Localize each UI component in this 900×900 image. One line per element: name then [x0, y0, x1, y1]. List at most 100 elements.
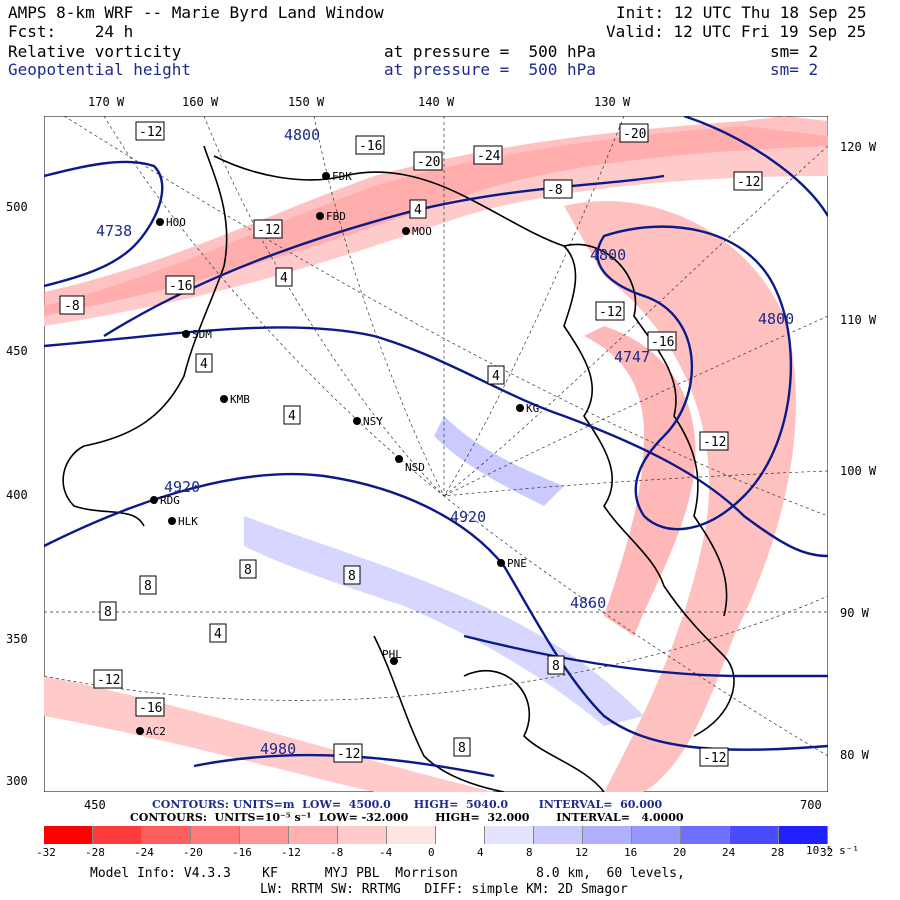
init-time: Init: 12 UTC Thu 18 Sep 25 — [616, 3, 867, 22]
lon-label-160w: 160 W — [182, 95, 219, 109]
height-label: 4800 — [590, 246, 626, 264]
y-tick-350: 350 — [6, 632, 28, 646]
colorbar-tick-label: 8 — [526, 846, 533, 859]
vort-label: 4 — [209, 623, 227, 643]
colorbar-swatch — [44, 826, 93, 844]
colorbar-tick-label: 20 — [673, 846, 687, 859]
svg-text:-16: -16 — [139, 701, 162, 716]
station-dot-hlk — [168, 517, 176, 525]
svg-text:-24: -24 — [477, 149, 501, 164]
height-label: 4800 — [284, 126, 320, 144]
station-dot-sdm — [182, 330, 190, 338]
colorbar-tick-label: 28 — [771, 846, 785, 859]
station-label-hoo: HOO — [166, 216, 186, 229]
colorbar-tick-label: 32 — [820, 846, 834, 859]
physics-info: LW: RRTM SW: RRTMG DIFF: simple KM: 2D S… — [260, 882, 628, 897]
vort-label: 8 — [239, 559, 257, 579]
station-dot-hoo — [156, 218, 164, 226]
vort-label: -12 — [253, 219, 283, 239]
lon-label-140w: 140 W — [418, 95, 455, 109]
svg-text:-8: -8 — [547, 183, 563, 198]
vort-label: 8 — [99, 601, 117, 621]
vort-label: -12 — [93, 669, 123, 689]
station-label-moo: MOO — [412, 225, 432, 238]
colorbar-swatch — [240, 826, 289, 844]
height-contour-info: CONTOURS: UNITS=m LOW= 4500.0 HIGH= 5040… — [152, 798, 663, 811]
colorbar-tick-label: 16 — [624, 846, 638, 859]
svg-text:-12: -12 — [97, 673, 120, 688]
vort-label: -24 — [473, 145, 503, 165]
vorticity-map: HOO FBD FDK MOO SDM KMB NSY KG NSD RDG H… — [44, 116, 828, 792]
svg-text:-12: -12 — [703, 435, 726, 450]
colorbar-swatch — [681, 826, 730, 844]
forecast-hour: Fcst: 24 h — [8, 22, 134, 41]
svg-text:4: 4 — [280, 271, 288, 286]
station-dot-ac2 — [136, 727, 144, 735]
station-dot-pne — [497, 559, 505, 567]
colorbar-unit: 10⁻⁵ s⁻¹ — [806, 844, 859, 857]
station-label-ac2: AC2 — [146, 725, 166, 738]
height-label: 4747 — [614, 348, 650, 366]
colorbar-swatch — [338, 826, 387, 844]
lon-label-100w: 100 W — [840, 464, 877, 478]
vorticity-contour-info: CONTOURS: UNITS=10⁻⁵ s⁻¹ LOW= -32.000 HI… — [130, 811, 684, 824]
field1-level: at pressure = 500 hPa — [384, 42, 596, 61]
vort-label: 4 — [487, 365, 505, 385]
svg-text:8: 8 — [552, 659, 560, 674]
vort-label: 4 — [283, 405, 301, 425]
lon-label-170w: 170 W — [88, 95, 125, 109]
svg-text:8: 8 — [348, 569, 356, 584]
colorbar-swatch — [779, 826, 828, 844]
colorbar-tick-label: -20 — [183, 846, 203, 859]
height-label: 4920 — [164, 478, 200, 496]
lon-label-130w: 130 W — [594, 95, 631, 109]
colorbar-tick-label: -24 — [134, 846, 154, 859]
station-markers — [136, 172, 524, 735]
svg-text:-20: -20 — [417, 155, 440, 170]
colorbar-tick-label: 4 — [477, 846, 484, 859]
negative-vorticity-core — [44, 116, 828, 316]
vort-label: -16 — [647, 331, 677, 351]
field1-name: Relative vorticity — [8, 42, 182, 61]
svg-text:8: 8 — [104, 605, 112, 620]
colorbar-swatch — [436, 826, 485, 844]
vort-label: -12 — [699, 431, 729, 451]
station-label-rdg: RDG — [160, 494, 180, 507]
colorbar-swatch — [93, 826, 142, 844]
colorbar-swatch — [289, 826, 338, 844]
height-contour-labels: 4800 4800 4800 4920 4920 4980 4747 4738 … — [96, 126, 794, 758]
svg-text:8: 8 — [144, 579, 152, 594]
vort-label: -20 — [413, 151, 443, 171]
colorbar-tick-label: 24 — [722, 846, 736, 859]
colorbar-tick-label: -28 — [85, 846, 105, 859]
y-tick-300: 300 — [6, 774, 28, 788]
station-label-hlk: HLK — [178, 515, 198, 528]
station-dot-phl — [390, 657, 398, 665]
svg-text:-12: -12 — [703, 751, 726, 766]
station-dot-moo — [402, 227, 410, 235]
station-label-nsd: NSD — [405, 461, 425, 474]
svg-text:-16: -16 — [359, 139, 382, 154]
height-label: 4980 — [260, 740, 296, 758]
vort-label: -12 — [595, 301, 625, 321]
vort-label: -16 — [165, 275, 195, 295]
model-info: Model Info: V4.3.3 KF MYJ PBL Morrison 8… — [90, 866, 685, 881]
vort-label: 8 — [453, 737, 471, 757]
vort-label: 4 — [275, 267, 293, 287]
station-label-phl: PHL — [382, 648, 402, 661]
y-tick-450: 450 — [6, 344, 28, 358]
svg-text:-12: -12 — [337, 747, 360, 762]
field1-smoothing: sm= 2 — [770, 42, 819, 61]
vort-label: -20 — [619, 123, 649, 143]
x-tick-700: 700 — [800, 798, 822, 812]
colorbar-tick-label: -12 — [281, 846, 301, 859]
station-label-fdk: FDK — [332, 170, 352, 183]
vort-label: -16 — [355, 135, 385, 155]
colorbar-swatch — [632, 826, 681, 844]
station-dot-rdg — [150, 496, 158, 504]
valid-time: Valid: 12 UTC Fri 19 Sep 25 — [606, 22, 867, 41]
lon-label-150w: 150 W — [288, 95, 325, 109]
vort-label: -12 — [699, 747, 729, 767]
graticule — [44, 116, 828, 757]
colorbar-tick-label: -8 — [330, 846, 344, 859]
